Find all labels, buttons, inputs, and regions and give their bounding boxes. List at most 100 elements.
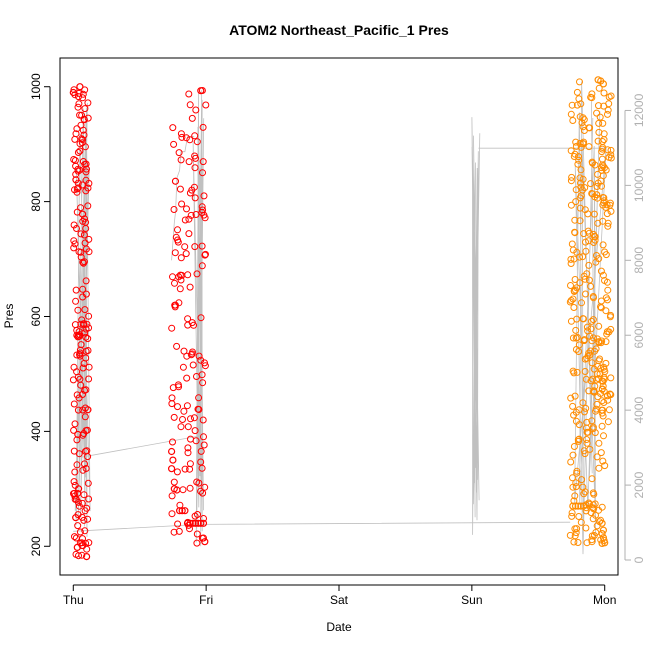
data-point: [193, 373, 200, 380]
data-point: [194, 519, 202, 527]
data-point: [599, 271, 607, 279]
data-point: [568, 240, 576, 248]
data-point: [199, 519, 208, 527]
data-point: [175, 149, 183, 157]
data-point: [80, 116, 88, 124]
data-point: [74, 406, 82, 414]
data-point: [200, 192, 208, 200]
data-point: [578, 299, 585, 307]
data-point: [591, 161, 599, 169]
data-point: [185, 215, 193, 223]
data-point: [168, 492, 176, 500]
data-point: [588, 94, 596, 102]
data-point: [70, 237, 78, 245]
data-point: [579, 483, 587, 491]
data-point: [585, 276, 593, 284]
data-point: [589, 316, 597, 324]
data-point: [187, 435, 194, 443]
data-point: [186, 460, 194, 468]
data-point: [567, 394, 575, 402]
data-point: [598, 164, 606, 172]
y-tick-label: 800: [29, 191, 43, 211]
data-point: [191, 512, 199, 520]
data-point: [192, 154, 199, 162]
data-point: [581, 184, 589, 192]
trace-lines: [73, 81, 607, 555]
data-point: [569, 451, 577, 459]
data-point: [74, 306, 82, 314]
data-point: [197, 519, 205, 527]
data-point: [69, 376, 77, 384]
data-point: [593, 109, 601, 117]
data-point: [577, 179, 584, 187]
data-point: [580, 447, 588, 455]
y-tick-label: 200: [29, 536, 43, 556]
data-point: [571, 492, 579, 500]
data-point: [73, 225, 80, 232]
data-point: [188, 186, 196, 194]
data-point: [597, 364, 605, 372]
data-point: [567, 297, 575, 304]
data-point: [200, 441, 208, 449]
data-point: [173, 468, 181, 476]
data-point: [76, 346, 84, 354]
data-point: [168, 324, 176, 332]
data-point: [595, 338, 603, 346]
data-point: [573, 101, 581, 109]
data-point: [171, 279, 178, 287]
data-point: [85, 312, 93, 320]
data-point: [583, 323, 591, 331]
data-point: [197, 314, 205, 322]
data-point: [84, 99, 92, 107]
data-point: [82, 552, 91, 561]
data-point: [184, 423, 192, 431]
data-point: [185, 230, 193, 238]
data-point: [589, 515, 597, 523]
data-point: [593, 400, 601, 408]
data-point: [70, 400, 78, 408]
data-point: [199, 158, 207, 166]
data-point: [604, 110, 611, 118]
data-point: [594, 219, 602, 227]
data-point: [195, 394, 203, 402]
data-point: [169, 438, 176, 446]
data-point: [183, 205, 190, 213]
data-point: [183, 519, 192, 527]
data-point: [577, 166, 585, 174]
data-point: [82, 333, 90, 341]
data-point: [176, 285, 184, 293]
data-point: [85, 539, 93, 547]
data-point: [77, 230, 85, 238]
data-point: [192, 106, 200, 114]
data-point: [582, 247, 590, 255]
y-axis-label: Pres: [2, 304, 16, 329]
data-point: [606, 390, 614, 398]
data-point: [595, 119, 603, 127]
data-point: [174, 226, 181, 234]
data-point: [186, 101, 194, 109]
data-point: [198, 209, 206, 216]
data-point: [78, 181, 86, 189]
data-point: [193, 539, 201, 547]
x-axis-label: Date: [326, 620, 352, 634]
data-point: [571, 525, 579, 533]
data-point: [576, 204, 584, 212]
x-tick-label: Mon: [593, 593, 616, 607]
data-point: [578, 476, 586, 484]
data-point: [78, 210, 87, 218]
data-point: [566, 531, 574, 539]
data-point: [184, 444, 192, 452]
data-point: [598, 422, 606, 430]
data-point: [601, 539, 609, 547]
data-point: [183, 374, 191, 382]
data-point: [595, 128, 603, 136]
data-point: [582, 524, 590, 532]
data-point: [586, 332, 594, 340]
data-point: [201, 251, 209, 259]
data-point: [600, 102, 608, 110]
data-point: [571, 276, 579, 283]
data-point: [168, 465, 176, 473]
data-point: [74, 498, 82, 506]
data-point: [583, 270, 591, 278]
data-point: [571, 216, 579, 224]
